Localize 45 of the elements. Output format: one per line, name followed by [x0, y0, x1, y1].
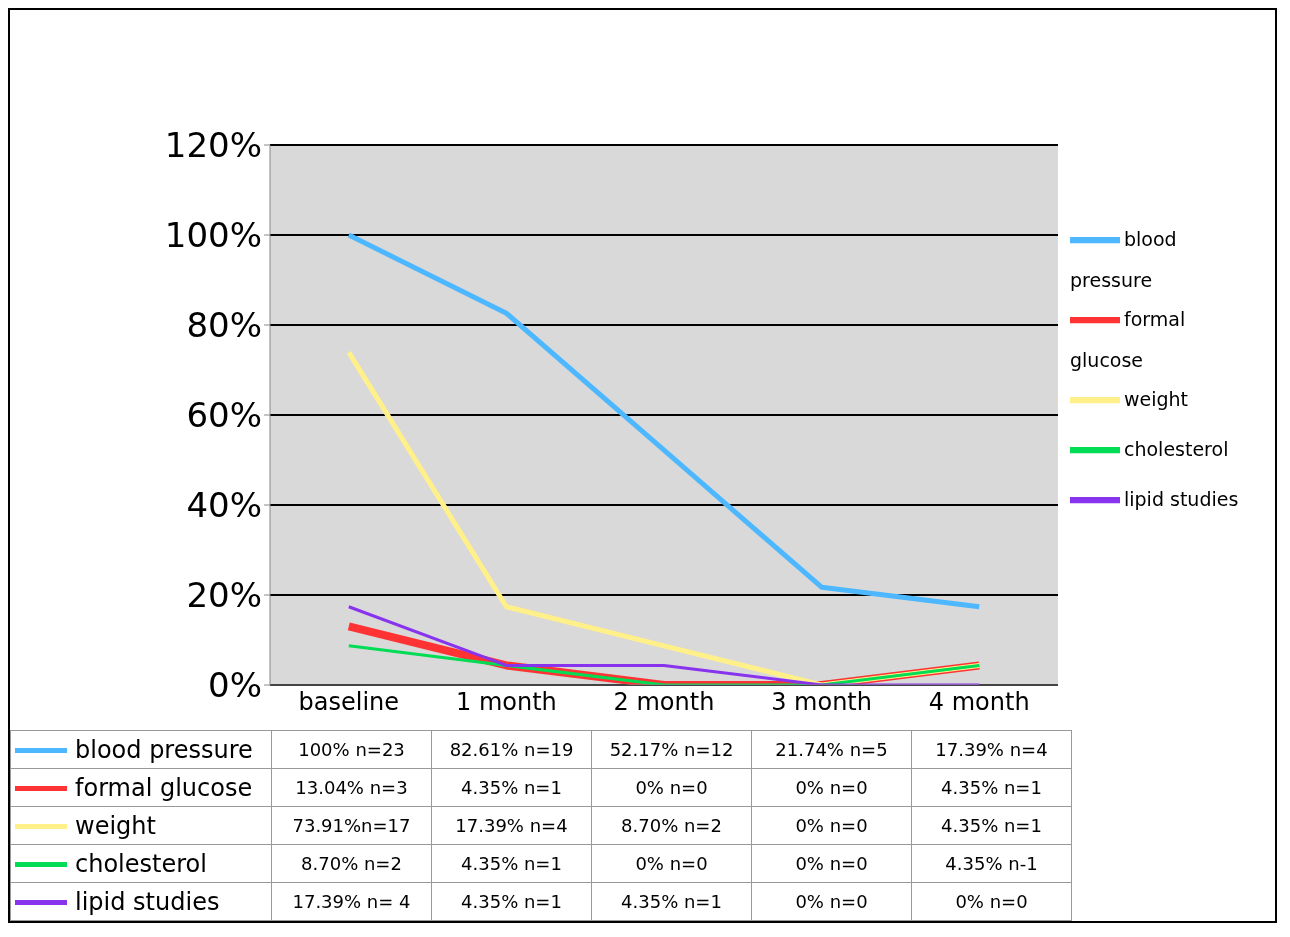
y-tick-label: 0%: [208, 665, 262, 706]
data-label: 4.35% n=1: [431, 844, 592, 883]
data-label: 0% n=0: [911, 882, 1072, 921]
data-label: 17.39% n=4: [911, 730, 1072, 769]
data-label: 4.35% n-1: [911, 844, 1072, 883]
text: lipid studies: [75, 887, 220, 916]
data-label: 4.35% n=1: [431, 882, 592, 921]
data-label: 0% n=0: [591, 844, 752, 883]
data-label: 17.39% n=4: [431, 806, 592, 845]
data-label: 8.70% n=2: [271, 844, 432, 883]
x-tick-label: 2 month: [613, 688, 715, 717]
legend-label: formal glucose: [10, 768, 272, 807]
data-label: 0% n=0: [751, 768, 912, 807]
data-label: 0% n=0: [751, 806, 912, 845]
text: blood pressure: [75, 735, 253, 764]
data-label: 52.17% n=12: [591, 730, 752, 769]
x-tick-label: 3 month: [771, 688, 872, 717]
y-tick-label: 40%: [186, 485, 262, 526]
data-label: 13.04% n=3: [271, 768, 432, 807]
data-label: 73.91%n=17: [271, 806, 432, 845]
x-tick-label: baseline: [298, 688, 400, 717]
data-label: 82.61% n=19: [431, 730, 592, 769]
data-label: 17.39% n= 4: [271, 882, 432, 921]
x-tick-label: 1 month: [456, 688, 557, 717]
legend-label: lipid studies: [1124, 487, 1239, 510]
data-label: 4.35% n=1: [591, 882, 752, 921]
y-tick-label: 20%: [186, 575, 262, 616]
y-tick-label: 80%: [186, 305, 262, 346]
data-label: 21.74% n=5: [751, 730, 912, 769]
y-tick-label: 60%: [186, 395, 262, 436]
text: cholesterol: [1124, 437, 1229, 460]
data-label: 0% n=0: [591, 768, 752, 807]
data-label: 0% n=0: [751, 882, 912, 921]
y-tick-label: 100%: [164, 215, 262, 256]
data-label: 4.35% n=1: [911, 768, 1072, 807]
x-tick-label: 4 month: [928, 688, 1030, 717]
data-label: 8.70% n=2: [591, 806, 752, 845]
y-tick-label: 120%: [164, 125, 262, 166]
text: weight: [75, 811, 156, 840]
legend-label: weight: [1124, 387, 1189, 410]
data-label: 4.35% n=1: [431, 768, 592, 807]
data-label: 100% n=23: [271, 730, 432, 769]
data-label: 0% n=0: [751, 844, 912, 883]
data-label: 4.35% n=1: [911, 806, 1072, 845]
legend-label: cholesterol: [10, 844, 272, 883]
